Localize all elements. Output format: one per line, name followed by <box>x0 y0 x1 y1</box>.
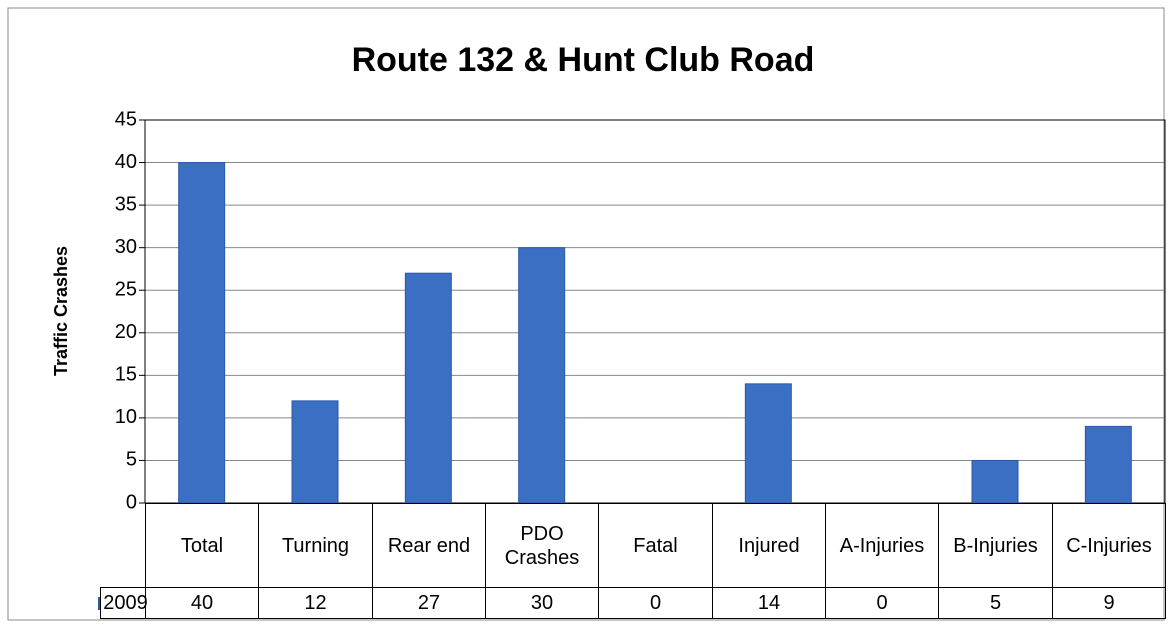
cell-text: PDO Crashes <box>504 522 580 569</box>
data-cell: 12 <box>258 587 373 619</box>
data-cell: 27 <box>372 587 486 619</box>
y-tick-label: 0 <box>126 491 137 513</box>
cell-text: 12 <box>304 592 327 614</box>
bar <box>971 459 1019 504</box>
category-cell: Rear end <box>372 503 486 588</box>
data-cell: 30 <box>485 587 599 619</box>
data-cell: 40 <box>145 587 259 619</box>
category-cell: Injured <box>712 503 826 588</box>
category-cell: Turning <box>258 503 373 588</box>
bar <box>404 272 452 504</box>
category-cell: PDO Crashes <box>485 503 599 588</box>
legend-label: 2009 <box>103 592 148 614</box>
category-cell: Total <box>145 503 259 588</box>
y-tick-label: 5 <box>126 449 137 471</box>
chart-border <box>7 7 1165 621</box>
cell-text: 5 <box>989 592 1002 614</box>
y-tick-label: 20 <box>115 321 137 343</box>
cell-text: B-Injuries <box>953 534 1038 557</box>
legend-cell: 2009 <box>98 587 148 619</box>
y-tick-label: 45 <box>115 108 137 130</box>
cell-text: Total <box>180 534 224 557</box>
data-cell: 9 <box>1052 587 1166 619</box>
category-cell: Fatal <box>598 503 713 588</box>
bar <box>744 383 792 504</box>
cell-text: 27 <box>417 592 441 614</box>
y-tick-label: 40 <box>115 151 137 173</box>
cell-text: 0 <box>649 592 662 614</box>
data-cell: 14 <box>712 587 826 619</box>
category-cell: B-Injuries <box>938 503 1053 588</box>
chart-title: Route 132 & Hunt Club Road <box>352 41 815 79</box>
cell-text: 30 <box>530 592 554 614</box>
bar <box>178 162 226 504</box>
y-tick-label: 35 <box>115 193 137 215</box>
cell-text: 14 <box>757 592 781 614</box>
bar <box>291 400 339 504</box>
y-tick-label: 25 <box>115 279 137 301</box>
cell-text: 9 <box>1103 592 1115 614</box>
y-tick-label: 30 <box>115 236 137 258</box>
data-cell: 5 <box>938 587 1053 619</box>
cell-text: A-Injuries <box>839 534 925 557</box>
cell-text: Turning <box>281 534 350 557</box>
y-axis-label: Traffic Crashes <box>51 246 71 376</box>
y-tick-label: 15 <box>115 364 137 386</box>
data-cell: 0 <box>825 587 939 619</box>
legend-key <box>98 596 101 610</box>
cell-text: 0 <box>876 592 888 614</box>
cell-text: Injured <box>738 534 800 557</box>
bar <box>1084 425 1132 504</box>
cell-text: 40 <box>190 592 214 614</box>
cell-text: Fatal <box>633 534 678 557</box>
category-cell: A-Injuries <box>825 503 939 588</box>
bar <box>518 247 566 504</box>
category-cell: C-Injuries <box>1052 503 1166 588</box>
data-cell: 0 <box>598 587 713 619</box>
cell-text: C-Injuries <box>1066 534 1152 557</box>
y-tick-label: 10 <box>115 406 137 428</box>
cell-text: Rear end <box>387 534 471 557</box>
